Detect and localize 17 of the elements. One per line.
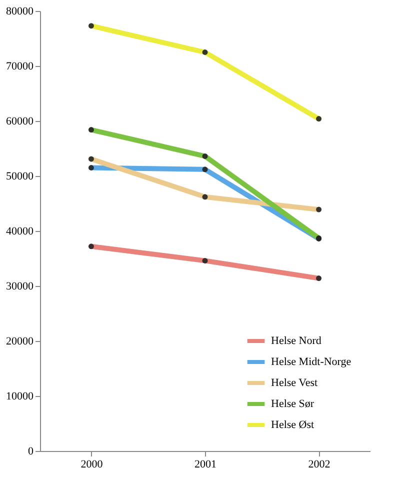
y-tick-label: 50000: [6, 170, 34, 182]
x-tick-label: 2002: [308, 458, 330, 470]
legend-label: Helse Vest: [271, 377, 318, 389]
legend-label: Helse Sør: [271, 398, 314, 410]
legend-label: Helse Midt-Norge: [271, 356, 352, 368]
y-tick-label: 60000: [6, 116, 34, 128]
x-tick-label: 2000: [80, 458, 104, 470]
y-tick-label: 80000: [6, 6, 34, 18]
y-tick-label: 70000: [6, 60, 34, 72]
y-tick-label: 0: [28, 446, 34, 458]
x-tick-label: 2001: [194, 458, 216, 470]
y-tick-label: 40000: [6, 226, 34, 238]
y-tick-label: 10000: [6, 390, 34, 402]
y-tick-label: 30000: [6, 280, 34, 292]
legend-label: Helse Øst: [271, 419, 314, 431]
y-tick-label: 20000: [6, 336, 34, 348]
legend-label: Helse Nord: [271, 335, 322, 347]
